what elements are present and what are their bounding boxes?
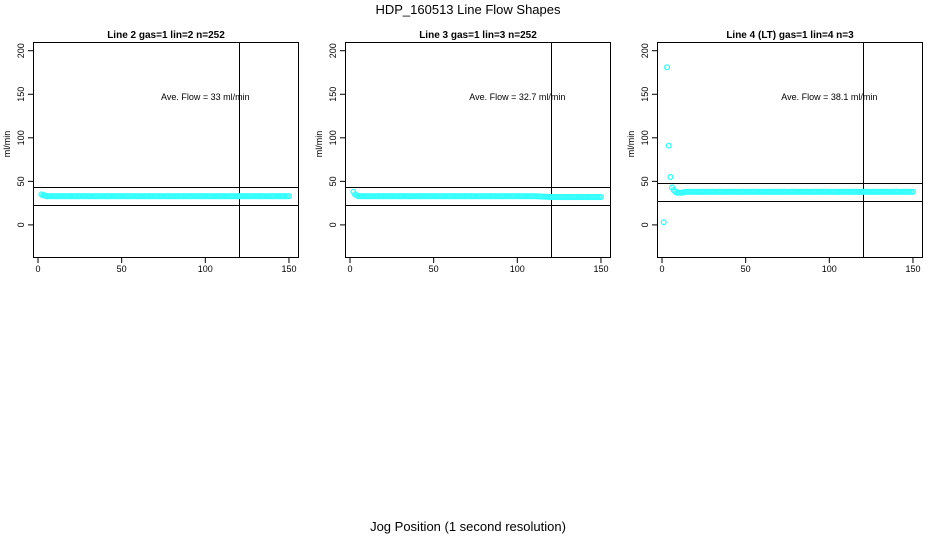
plot-frame — [657, 42, 923, 258]
x-tick-label: 50 — [117, 264, 127, 274]
y-tick-label: 50 — [640, 176, 650, 186]
y-tick-label: 200 — [328, 43, 338, 58]
panel-title: Line 4 (LT) gas=1 lin=4 n=3 — [726, 30, 854, 41]
average-flow-label: Ave. Flow = 32.7 ml/min — [469, 92, 565, 102]
x-tick-label: 100 — [822, 264, 837, 274]
data-point — [663, 64, 671, 71]
average-flow-label: Ave. Flow = 33 ml/min — [161, 92, 250, 102]
x-axis-caption: Jog Position (1 second resolution) — [370, 519, 566, 534]
y-tick-label: 100 — [16, 130, 26, 145]
x-tick-label: 100 — [510, 264, 525, 274]
y-tick-label: 50 — [328, 176, 338, 186]
x-tick-label: 50 — [741, 264, 751, 274]
y-tick-label: 100 — [328, 130, 338, 145]
y-tick-label: 0 — [328, 222, 338, 227]
data-point — [285, 193, 293, 200]
x-tick-label: 150 — [593, 264, 608, 274]
y-tick-label: 0 — [640, 222, 650, 227]
chart-panel-2: Line 3 gas=1 lin=3 n=252 0 50 100 150 0 50 100 1… — [314, 30, 611, 274]
y-tick-label: 150 — [328, 87, 338, 102]
figure-title: HDP_160513 Line Flow Shapes — [375, 2, 561, 17]
plot-frame — [345, 42, 611, 258]
panel-title: Line 2 gas=1 lin=2 n=252 — [107, 30, 225, 41]
chart-panel-1: Line 2 gas=1 lin=2 n=252 0 50 100 150 0 50 100 1… — [2, 30, 299, 274]
y-tick-label: 0 — [16, 222, 26, 227]
data-point — [909, 188, 917, 195]
y-axis-label: ml/min — [626, 131, 636, 158]
plot-frame — [33, 42, 299, 258]
y-tick-label: 150 — [16, 87, 26, 102]
x-tick-label: 0 — [660, 264, 665, 274]
data-point — [660, 219, 667, 226]
y-axis-label: ml/min — [2, 131, 12, 158]
x-tick-label: 0 — [348, 264, 353, 274]
x-tick-label: 150 — [905, 264, 920, 274]
average-flow-label: Ave. Flow = 38.1 ml/min — [781, 92, 877, 102]
data-point — [667, 173, 674, 181]
y-axis-label: ml/min — [314, 131, 324, 158]
data-point — [597, 193, 605, 201]
panel-title: Line 3 gas=1 lin=3 n=252 — [419, 30, 537, 41]
y-tick-label: 200 — [640, 43, 650, 58]
chart-panel-3: Line 4 (LT) gas=1 lin=4 n=3 0 50 100 150 0 50 1… — [626, 30, 923, 274]
x-tick-label: 100 — [198, 264, 213, 274]
data-point — [665, 142, 672, 149]
x-tick-label: 150 — [281, 264, 296, 274]
y-tick-label: 50 — [16, 176, 26, 186]
x-tick-label: 50 — [429, 264, 439, 274]
y-tick-label: 200 — [16, 43, 26, 58]
y-tick-label: 100 — [640, 130, 650, 145]
x-tick-label: 0 — [36, 264, 41, 274]
y-tick-label: 150 — [640, 87, 650, 102]
